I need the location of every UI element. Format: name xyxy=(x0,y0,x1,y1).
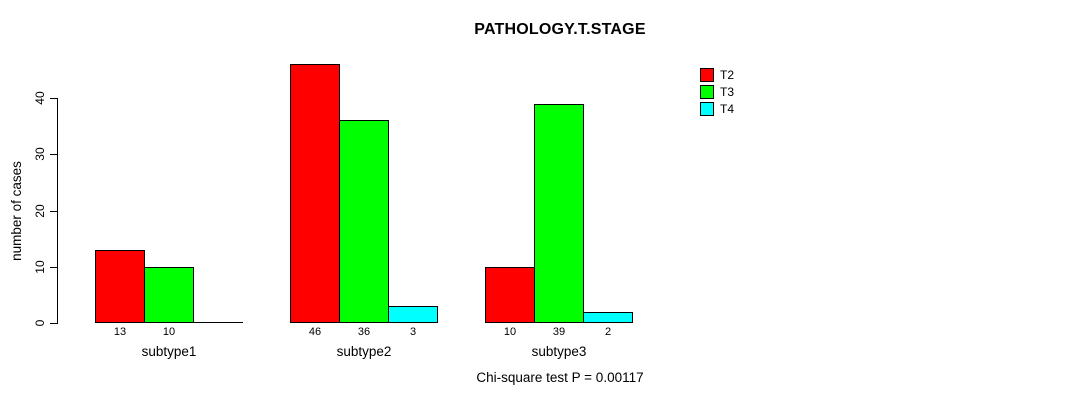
y-tick-label: 30 xyxy=(33,147,47,161)
legend-label: T3 xyxy=(720,84,735,99)
legend: T2 T3 T4 xyxy=(700,66,734,117)
legend-row-t2: T2 xyxy=(700,66,734,83)
bar-t3-subtype3 xyxy=(534,104,584,323)
legend-swatch-t2 xyxy=(700,67,714,82)
bar-value-label: 3 xyxy=(409,326,417,338)
bar-t4-subtype2 xyxy=(388,306,438,323)
y-tick-label: 20 xyxy=(33,204,47,218)
category-label-subtype3: subtype3 xyxy=(531,344,587,359)
bar-value-label: 10 xyxy=(162,326,176,338)
legend-row-t4: T4 xyxy=(700,100,734,117)
bar-t4-subtype1 xyxy=(193,322,243,323)
bar-t4-subtype3 xyxy=(583,312,633,323)
y-tick-label: 10 xyxy=(33,260,47,274)
category-label-subtype1: subtype1 xyxy=(141,344,197,359)
bar-t2-subtype1 xyxy=(95,250,145,323)
y-tick-label: 40 xyxy=(33,91,47,105)
y-tick-mark xyxy=(50,267,57,268)
bar-t2-subtype3 xyxy=(485,267,535,323)
y-tick-mark xyxy=(50,211,57,212)
legend-label: T4 xyxy=(720,101,735,116)
y-axis-line xyxy=(57,98,58,324)
category-label-subtype2: subtype2 xyxy=(336,344,392,359)
bar-t3-subtype1 xyxy=(144,267,194,323)
bar-t2-subtype2 xyxy=(290,64,340,323)
y-tick-label: 0 xyxy=(33,319,47,327)
legend-swatch-t3 xyxy=(700,84,714,99)
y-tick-mark xyxy=(50,323,57,324)
legend-row-t3: T3 xyxy=(700,83,734,100)
bar-t3-subtype2 xyxy=(339,120,389,323)
chart-title: PATHOLOGY.T.STAGE xyxy=(474,21,646,38)
y-axis-title: number of cases xyxy=(9,161,24,261)
chi-square-annotation: Chi-square test P = 0.00117 xyxy=(476,370,644,385)
bar-value-label: 13 xyxy=(113,326,127,338)
y-tick-mark xyxy=(50,154,57,155)
bar-value-label: 36 xyxy=(357,326,371,338)
bar-value-label: 46 xyxy=(308,326,322,338)
bar-value-label: 39 xyxy=(552,326,566,338)
bar-value-label: 10 xyxy=(503,326,517,338)
legend-label: T2 xyxy=(720,67,735,82)
y-tick-mark xyxy=(50,98,57,99)
legend-swatch-t4 xyxy=(700,101,714,116)
bar-value-label: 2 xyxy=(604,326,612,338)
